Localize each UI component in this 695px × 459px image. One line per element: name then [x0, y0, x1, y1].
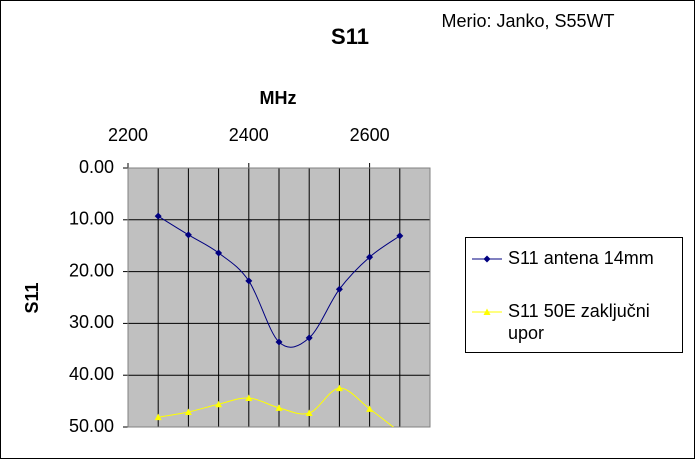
point-marker: [305, 334, 313, 342]
x-tick-label: 2600: [350, 125, 390, 145]
point-marker: [154, 413, 162, 421]
point-marker: [215, 249, 223, 257]
point-marker: [335, 285, 343, 293]
y-tick-label: 30.00: [69, 312, 114, 332]
point-marker: [335, 384, 343, 392]
y-tick-label: 0.00: [79, 157, 114, 177]
legend-entry: S11 antena 14mm: [466, 247, 682, 269]
legend-swatch: [472, 255, 502, 263]
legend-marker: [483, 308, 491, 315]
chart-title: S11: [331, 24, 369, 49]
y-tick-label: 10.00: [69, 209, 114, 229]
point-marker: [154, 212, 162, 220]
y-tick-label: 50.00: [69, 416, 114, 436]
x-tick-label: 2400: [229, 125, 269, 145]
point-marker: [366, 253, 374, 261]
legend-label: S11 antena 14mm: [508, 248, 654, 268]
point-marker: [305, 409, 313, 417]
legend-swatch: [472, 308, 502, 315]
y-tick-label: 20.00: [69, 260, 114, 280]
chart-subtitle: Merio: Janko, S55WT: [441, 11, 614, 31]
point-marker: [184, 231, 192, 239]
x-tick-label: 2200: [108, 125, 148, 145]
legend-label: S11 50E zaključni upor: [508, 301, 650, 343]
point-marker: [245, 394, 253, 401]
point-marker: [245, 277, 253, 285]
point-marker: [275, 404, 283, 411]
point-marker: [215, 400, 223, 408]
point-marker: [275, 338, 283, 346]
point-marker: [396, 232, 404, 240]
legend: S11 antena 14mm S11 50E zaključni upor: [465, 237, 683, 353]
legend-entry: S11 50E zaključni upor: [466, 300, 682, 344]
plot-border: [127, 167, 431, 428]
x-axis-label: MHz: [260, 88, 297, 108]
legend-marker: [483, 255, 491, 263]
y-tick-label: 40.00: [69, 364, 114, 384]
point-marker: [366, 405, 374, 412]
point-marker: [184, 408, 192, 415]
y-axis-label: S11: [22, 282, 42, 313]
